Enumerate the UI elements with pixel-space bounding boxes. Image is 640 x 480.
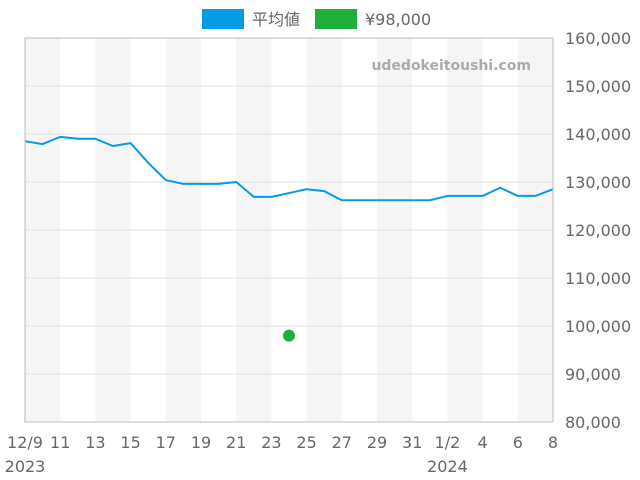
- x-tick-label: 23: [261, 433, 281, 452]
- x-tick-label: 25: [296, 433, 316, 452]
- watermark: udedokeitoushi.com: [371, 58, 531, 74]
- y-tick-label: 150,000: [565, 77, 631, 96]
- x-tick-label: 29: [367, 433, 387, 452]
- x-tick-year: 2024: [427, 457, 468, 476]
- x-tick-label: 1/2: [435, 433, 461, 452]
- x-tick-label: 8: [548, 433, 558, 452]
- x-tick-label: 15: [120, 433, 140, 452]
- y-tick-label: 80,000: [565, 413, 621, 432]
- y-tick-label: 100,000: [565, 317, 631, 336]
- y-tick-label: 160,000: [565, 29, 631, 48]
- x-tick-label: 11: [50, 433, 70, 452]
- x-tick-year: 2023: [5, 457, 46, 476]
- x-tick-label: 6: [513, 433, 523, 452]
- x-tick-label: 27: [332, 433, 352, 452]
- y-tick-label: 120,000: [565, 221, 631, 240]
- plot-border: [24, 37, 554, 423]
- legend-label-average[interactable]: 平均値: [252, 10, 300, 29]
- average-price-line: [24, 135, 554, 202]
- x-tick-label: 13: [85, 433, 105, 452]
- y-tick-label: 140,000: [565, 125, 631, 144]
- y-tick-label: 90,000: [565, 365, 621, 384]
- legend-swatch-average: [202, 9, 244, 29]
- x-tick-label: 4: [478, 433, 488, 452]
- x-tick-label: 19: [191, 433, 211, 452]
- y-tick-label: 110,000: [565, 269, 631, 288]
- legend: 平均値 ¥98,000: [202, 9, 431, 29]
- legend-label-price[interactable]: ¥98,000: [365, 10, 431, 29]
- x-tick-label: 17: [156, 433, 176, 452]
- y-tick-label: 130,000: [565, 173, 631, 192]
- legend-swatch-price: [315, 9, 357, 29]
- x-tick-label: 21: [226, 433, 246, 452]
- x-tick-label: 31: [402, 433, 422, 452]
- price-point: [283, 329, 295, 342]
- x-tick-label: 12/9: [7, 433, 43, 452]
